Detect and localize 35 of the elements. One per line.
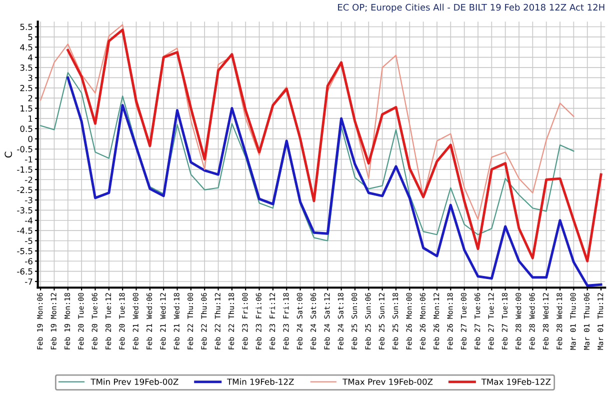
- y-tick-label: 3: [28, 74, 32, 81]
- y-tick-label: 5.5: [20, 24, 32, 30]
- y-tick-label: 2.5: [20, 84, 32, 92]
- legend-label: TMin 19Feb-12Z: [227, 378, 294, 385]
- y-tick-label: 2: [28, 95, 32, 102]
- chart-title: EC OP; Europe Cities All - DE BILT 19 Feb 2018 12Z Act 12H: [338, 4, 604, 12]
- y-tick-label: 1: [28, 116, 32, 122]
- y-tick-label: -4: [25, 217, 32, 224]
- y-tick-label: -2.5: [17, 186, 32, 194]
- y-tick-label: 0.5: [20, 126, 32, 132]
- y-tick-label: -4.5: [17, 228, 32, 234]
- y-tick-label: 4: [28, 54, 32, 60]
- y-tick-label: -5: [25, 238, 32, 244]
- y-tick-label: -6: [25, 258, 32, 264]
- y-tick-label: -1: [25, 156, 32, 162]
- legend-label: TMin Prev 19Feb-00Z: [90, 378, 178, 385]
- line-series: [40, 72, 574, 242]
- y-tick-label: 1.5: [20, 105, 32, 112]
- y-axis-title: C: [4, 152, 12, 158]
- y-tick-label: 0: [28, 136, 32, 142]
- line-series: [66, 28, 602, 262]
- y-tick-label: -1.5: [17, 166, 32, 173]
- y-tick-label: -6.5: [17, 268, 32, 275]
- y-tick-label: 4.5: [20, 44, 32, 50]
- y-tick-label: -3.5: [17, 207, 32, 214]
- y-tick-label: -5.5: [17, 248, 32, 254]
- legend-label: TMax Prev 19Feb-00Z: [342, 378, 433, 385]
- y-tick-label: -3: [25, 196, 32, 204]
- line-series: [66, 76, 602, 287]
- y-tick-label: -0.5: [17, 146, 32, 152]
- legend-label: TMax 19Feb-12Z: [481, 378, 551, 385]
- y-tick-label: 5: [28, 34, 32, 40]
- y-tick-label: -7: [25, 278, 32, 285]
- y-tick-label: 3.5: [20, 64, 32, 71]
- y-tick-label: -2: [25, 176, 32, 183]
